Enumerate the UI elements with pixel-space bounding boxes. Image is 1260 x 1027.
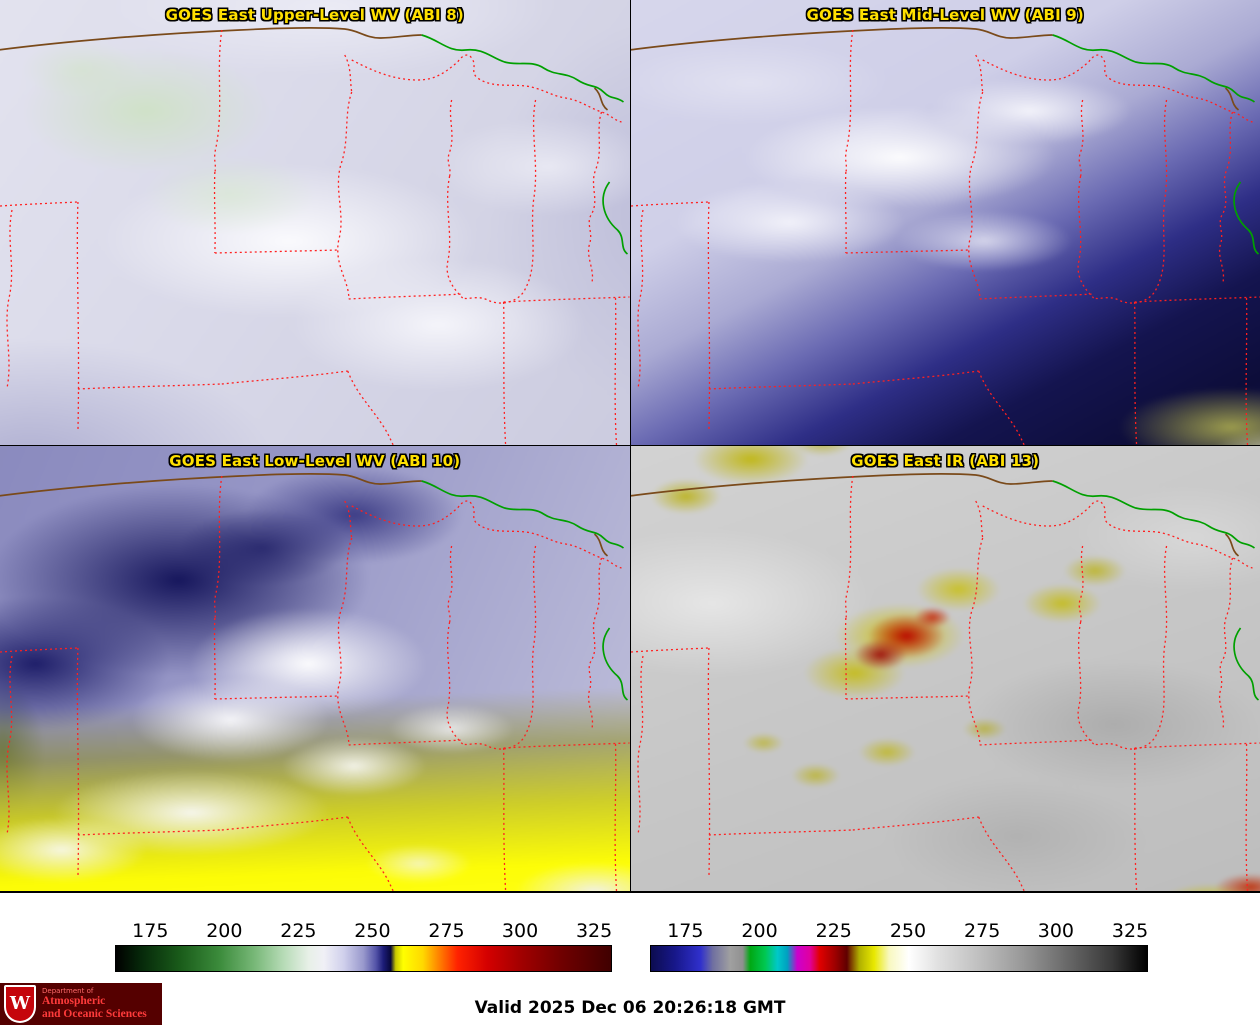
panel-title-abi9: GOES East Mid-Level WV (ABI 9) bbox=[806, 6, 1084, 24]
map-borders-overlay bbox=[0, 27, 630, 445]
colorbar-tick: 225 bbox=[280, 920, 317, 942]
map-borders-overlay bbox=[0, 473, 630, 891]
satellite-image-abi10 bbox=[0, 446, 630, 891]
crest-letter: W bbox=[9, 993, 31, 1014]
colorbar-tick: 200 bbox=[206, 920, 243, 942]
colorbar-tick: 325 bbox=[575, 920, 613, 942]
logo-text: Department of Atmospheric and Oceanic Sc… bbox=[42, 987, 147, 1022]
panel-title-abi8: GOES East Upper-Level WV (ABI 8) bbox=[165, 6, 464, 24]
colorbar-tick: 175 bbox=[667, 920, 704, 942]
colorbar-tick: 225 bbox=[815, 920, 852, 942]
colorbar-tick: 250 bbox=[889, 920, 927, 942]
colorbar-tick: 275 bbox=[964, 920, 1001, 942]
uw-crest-icon: W bbox=[4, 985, 36, 1023]
panel-title-abi10: GOES East Low-Level WV (ABI 10) bbox=[169, 452, 461, 470]
colorbar-tick: 300 bbox=[501, 920, 539, 942]
panel-title-abi13: GOES East IR (ABI 13) bbox=[851, 452, 1040, 470]
colorbar-tick: 275 bbox=[428, 920, 465, 942]
satellite-image-abi9 bbox=[630, 0, 1260, 445]
footer: W Department of Atmospheric and Oceanic … bbox=[0, 981, 1260, 1027]
logo-line-2: and Oceanic Sciences bbox=[42, 1008, 147, 1021]
panel-upper-level-wv: GOES East Upper-Level WV (ABI 8) bbox=[0, 0, 630, 445]
logo-dept-label: Department of bbox=[42, 986, 94, 995]
colorbar-tick: 300 bbox=[1037, 920, 1074, 942]
map-borders-overlay bbox=[630, 473, 1260, 891]
satellite-image-abi13 bbox=[630, 446, 1260, 891]
panel-low-level-wv: GOES East Low-Level WV (ABI 10) bbox=[0, 446, 630, 891]
wv-colorbar-gradient bbox=[115, 945, 612, 972]
colorbar-tick: 175 bbox=[132, 920, 169, 942]
satellite-image-abi8 bbox=[0, 0, 630, 445]
wv-colorbar: 175 200 225 250 275 300 325 bbox=[115, 913, 612, 972]
colorbar-tick: 250 bbox=[354, 920, 391, 942]
colorbar-section: 175 200 225 250 275 300 325 175 200 225 … bbox=[0, 893, 1260, 981]
ir-colorbar: 175 200 225 250 275 300 325 bbox=[650, 913, 1148, 972]
panel-ir: GOES East IR (ABI 13) bbox=[630, 446, 1260, 891]
panel-mid-level-wv: GOES East Mid-Level WV (ABI 9) bbox=[630, 0, 1260, 445]
ir-colorbar-gradient bbox=[650, 945, 1148, 972]
uw-aos-logo: W Department of Atmospheric and Oceanic … bbox=[0, 983, 162, 1025]
colorbar-tick: 200 bbox=[741, 920, 778, 942]
wv-colorbar-ticks: 175 200 225 250 275 300 325 bbox=[115, 913, 612, 945]
colorbar-tick: 325 bbox=[1111, 920, 1149, 942]
logo-line-1: Atmospheric bbox=[42, 994, 106, 1007]
map-borders-overlay bbox=[630, 27, 1260, 445]
valid-time-text: Valid 2025 Dec 06 20:26:18 GMT bbox=[474, 998, 786, 1018]
satellite-quad-grid: GOES East Upper-Level WV (ABI 8) GOES Ea… bbox=[0, 0, 1260, 893]
ir-colorbar-ticks: 175 200 225 250 275 300 325 bbox=[650, 913, 1148, 945]
